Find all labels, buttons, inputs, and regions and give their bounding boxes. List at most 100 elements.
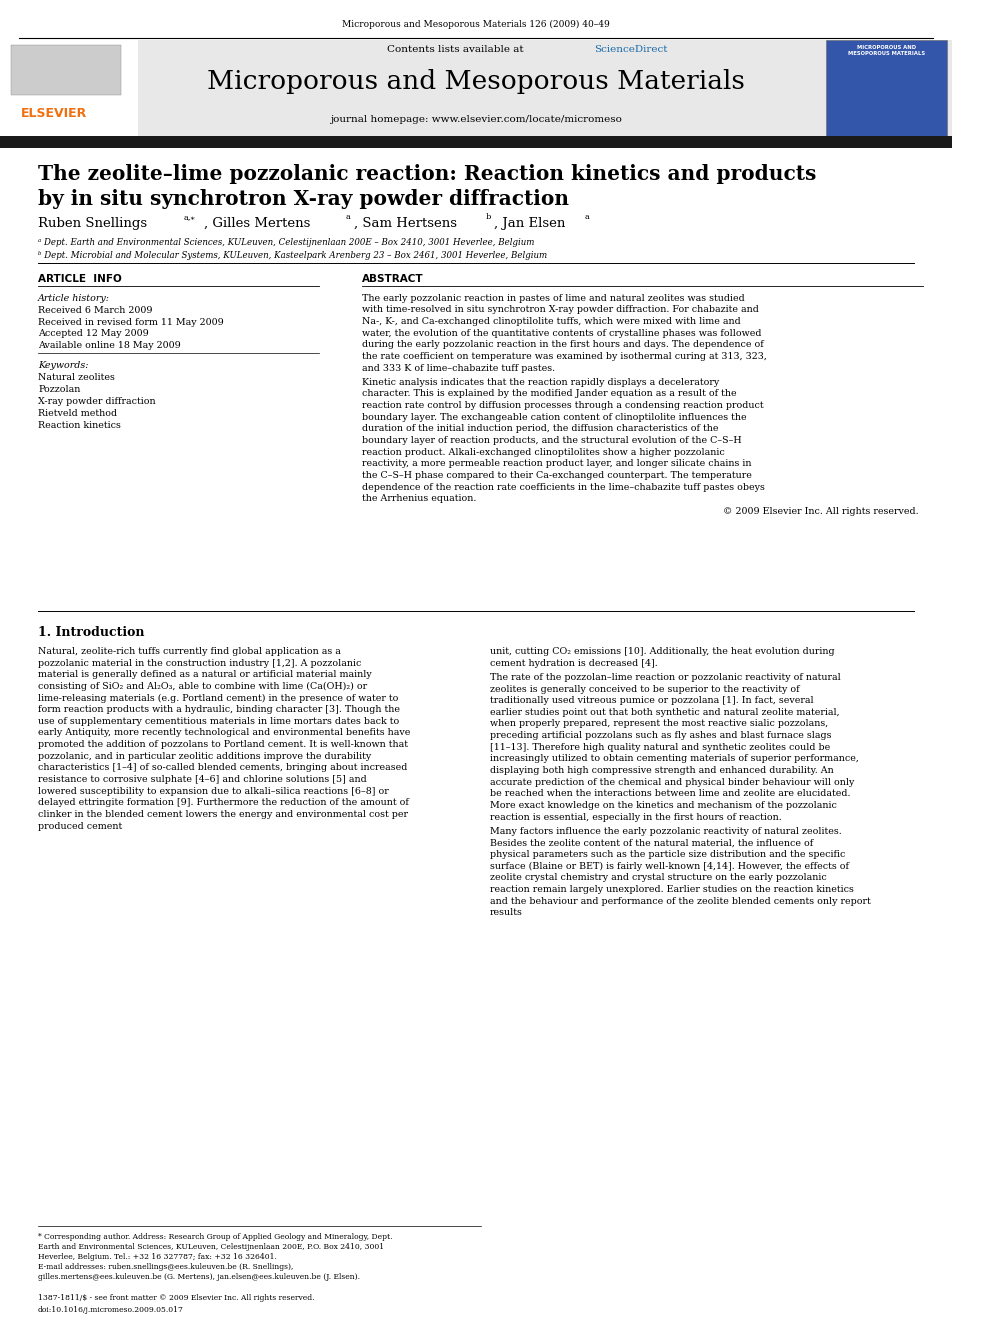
Bar (826, 40, 947, 136)
Text: Heverlee, Belgium. Tel.: +32 16 327787; fax: +32 16 326401.: Heverlee, Belgium. Tel.: +32 16 327787; … (38, 1253, 277, 1261)
Text: doi:10.1016/j.micromeso.2009.05.017: doi:10.1016/j.micromeso.2009.05.017 (38, 1306, 184, 1314)
Bar (0, 40, 951, 139)
Text: The rate of the pozzolan–lime reaction or pozzolanic reactivity of natural: The rate of the pozzolan–lime reaction o… (490, 673, 841, 681)
Text: Received 6 March 2009: Received 6 March 2009 (38, 306, 153, 315)
Text: Kinetic analysis indicates that the reaction rapidly displays a deceleratory: Kinetic analysis indicates that the reac… (362, 378, 719, 386)
Text: zeolites is generally conceived to be superior to the reactivity of: zeolites is generally conceived to be su… (490, 684, 800, 693)
Text: pozzolanic material in the construction industry [1,2]. A pozzolanic: pozzolanic material in the construction … (38, 659, 361, 668)
Text: boundary layer of reaction products, and the structural evolution of the C–S–H: boundary layer of reaction products, and… (362, 437, 741, 445)
Text: Microporous and Mesoporous Materials 126 (2009) 40–49: Microporous and Mesoporous Materials 126… (342, 20, 610, 29)
Text: pozzolanic, and in particular zeolitic additions improve the durability: pozzolanic, and in particular zeolitic a… (38, 751, 371, 761)
Text: when properly prepared, represent the most reactive sialic pozzolans,: when properly prepared, represent the mo… (490, 720, 828, 729)
Text: Earth and Environmental Sciences, KULeuven, Celestijnenlaan 200E, P.O. Box 2410,: Earth and Environmental Sciences, KULeuv… (38, 1244, 384, 1252)
Text: duration of the initial induction period, the diffusion characteristics of the: duration of the initial induction period… (362, 425, 718, 434)
Text: and 333 K of lime–chabazite tuff pastes.: and 333 K of lime–chabazite tuff pastes. (362, 364, 555, 373)
Bar (0, 136, 951, 148)
Text: reaction rate control by diffusion processes through a condensing reaction produ: reaction rate control by diffusion proce… (362, 401, 763, 410)
Text: Microporous and Mesoporous Materials: Microporous and Mesoporous Materials (207, 69, 745, 94)
Text: be reached when the interactions between lime and zeolite are elucidated.: be reached when the interactions between… (490, 790, 850, 798)
Text: preceding artificial pozzolans such as fly ashes and blast furnace slags: preceding artificial pozzolans such as f… (490, 732, 831, 740)
Text: X-ray powder diffraction: X-ray powder diffraction (38, 397, 156, 406)
Text: Article history:: Article history: (38, 294, 110, 303)
Text: unit, cutting CO₂ emissions [10]. Additionally, the heat evolution during: unit, cutting CO₂ emissions [10]. Additi… (490, 647, 834, 656)
Text: Keywords:: Keywords: (38, 361, 88, 370)
Text: traditionally used vitreous pumice or pozzolana [1]. In fact, several: traditionally used vitreous pumice or po… (490, 696, 813, 705)
Text: * Corresponding author. Address: Research Group of Applied Geology and Mineralog: * Corresponding author. Address: Researc… (38, 1233, 393, 1241)
Text: Contents lists available at: Contents lists available at (387, 45, 527, 54)
Text: ABSTRACT: ABSTRACT (362, 274, 424, 284)
Text: , Gilles Mertens: , Gilles Mertens (203, 217, 310, 230)
Text: displaying both high compressive strength and enhanced durability. An: displaying both high compressive strengt… (490, 766, 834, 775)
Text: gilles.mertens@ees.kuleuven.be (G. Mertens), jan.elsen@ees.kuleuven.be (J. Elsen: gilles.mertens@ees.kuleuven.be (G. Merte… (38, 1273, 360, 1281)
Text: Na-, K-, and Ca-exchanged clinoptilolite tuffs, which were mixed with lime and: Na-, K-, and Ca-exchanged clinoptilolite… (362, 318, 740, 325)
Text: use of supplementary cementitious materials in lime mortars dates back to: use of supplementary cementitious materi… (38, 717, 400, 726)
Text: lowered susceptibility to expansion due to alkali–silica reactions [6–8] or: lowered susceptibility to expansion due … (38, 787, 389, 795)
Text: during the early pozzolanic reaction in the first hours and days. The dependence: during the early pozzolanic reaction in … (362, 340, 764, 349)
Text: the C–S–H phase compared to their Ca-exchanged counterpart. The temperature: the C–S–H phase compared to their Ca-exc… (362, 471, 752, 480)
Text: the Arrhenius equation.: the Arrhenius equation. (362, 495, 476, 503)
Text: Many factors influence the early pozzolanic reactivity of natural zeolites.: Many factors influence the early pozzola… (490, 827, 842, 836)
Text: Natural, zeolite-rich tuffs currently find global application as a: Natural, zeolite-rich tuffs currently fi… (38, 647, 341, 656)
Text: reactivity, a more permeable reaction product layer, and longer silicate chains : reactivity, a more permeable reaction pr… (362, 459, 751, 468)
Text: and the behaviour and performance of the zeolite blended cements only report: and the behaviour and performance of the… (490, 897, 871, 906)
Text: Natural zeolites: Natural zeolites (38, 373, 115, 382)
Text: Besides the zeolite content of the natural material, the influence of: Besides the zeolite content of the natur… (490, 839, 813, 848)
Text: Available online 18 May 2009: Available online 18 May 2009 (38, 341, 181, 351)
Text: characteristics [1–4] of so-called blended cements, bringing about increased: characteristics [1–4] of so-called blend… (38, 763, 408, 773)
Text: ᵇ Dept. Microbial and Molecular Systems, KULeuven, Kasteelpark Arenberg 23 – Box: ᵇ Dept. Microbial and Molecular Systems,… (38, 251, 548, 261)
Text: reaction product. Alkali-exchanged clinoptilolites show a higher pozzolanic: reaction product. Alkali-exchanged clino… (362, 447, 724, 456)
Text: More exact knowledge on the kinetics and mechanism of the pozzolanic: More exact knowledge on the kinetics and… (490, 800, 837, 810)
Text: consisting of SiO₂ and Al₂O₃, able to combine with lime (Ca(OH)₂) or: consisting of SiO₂ and Al₂O₃, able to co… (38, 681, 367, 691)
Text: Received in revised form 11 May 2009: Received in revised form 11 May 2009 (38, 318, 224, 327)
Text: with time-resolved in situ synchrotron X-ray powder diffraction. For chabazite a: with time-resolved in situ synchrotron X… (362, 306, 759, 315)
Text: produced cement: produced cement (38, 822, 122, 831)
Text: lime-releasing materials (e.g. Portland cement) in the presence of water to: lime-releasing materials (e.g. Portland … (38, 693, 399, 703)
Text: © 2009 Elsevier Inc. All rights reserved.: © 2009 Elsevier Inc. All rights reserved… (723, 507, 919, 516)
Text: reaction remain largely unexplored. Earlier studies on the reaction kinetics: reaction remain largely unexplored. Earl… (490, 885, 854, 894)
Text: zeolite crystal chemistry and crystal structure on the early pozzolanic: zeolite crystal chemistry and crystal st… (490, 873, 827, 882)
Text: surface (Blaine or BET) is fairly well-known [4,14]. However, the effects of: surface (Blaine or BET) is fairly well-k… (490, 861, 849, 871)
Text: The early pozzolanic reaction in pastes of lime and natural zeolites was studied: The early pozzolanic reaction in pastes … (362, 294, 744, 303)
Text: a,⁎: a,⁎ (184, 213, 195, 221)
Bar (0, 40, 138, 139)
Text: results: results (490, 909, 523, 917)
Text: dependence of the reaction rate coefficients in the lime–chabazite tuff pastes o: dependence of the reaction rate coeffici… (362, 483, 765, 492)
Text: Pozzolan: Pozzolan (38, 385, 80, 394)
Text: resistance to corrosive sulphate [4–6] and chlorine solutions [5] and: resistance to corrosive sulphate [4–6] a… (38, 775, 367, 785)
Text: boundary layer. The exchangeable cation content of clinoptilolite influences the: boundary layer. The exchangeable cation … (362, 413, 746, 422)
Bar (12, 45, 121, 95)
Text: early Antiquity, more recently technological and environmental benefits have: early Antiquity, more recently technolog… (38, 729, 411, 737)
Text: Ruben Snellings: Ruben Snellings (38, 217, 147, 230)
Text: increasingly utilized to obtain cementing materials of superior performance,: increasingly utilized to obtain cementin… (490, 754, 859, 763)
Text: 1387-1811/$ - see front matter © 2009 Elsevier Inc. All rights reserved.: 1387-1811/$ - see front matter © 2009 El… (38, 1294, 314, 1302)
Text: MICROPOROUS AND
MESOPOROUS MATERIALS: MICROPOROUS AND MESOPOROUS MATERIALS (848, 45, 926, 56)
Text: promoted the addition of pozzolans to Portland cement. It is well-known that: promoted the addition of pozzolans to Po… (38, 740, 408, 749)
Text: form reaction products with a hydraulic, binding character [3]. Though the: form reaction products with a hydraulic,… (38, 705, 400, 714)
Text: [11–13]. Therefore high quality natural and synthetic zeolites could be: [11–13]. Therefore high quality natural … (490, 742, 830, 751)
Text: E-mail addresses: ruben.snellings@ees.kuleuven.be (R. Snellings),: E-mail addresses: ruben.snellings@ees.ku… (38, 1262, 294, 1271)
Text: a: a (584, 213, 589, 221)
Text: Accepted 12 May 2009: Accepted 12 May 2009 (38, 329, 149, 339)
Text: accurate prediction of the chemical and physical binder behaviour will only: accurate prediction of the chemical and … (490, 778, 854, 787)
Text: b: b (485, 213, 491, 221)
Text: cement hydration is decreased [4].: cement hydration is decreased [4]. (490, 659, 658, 668)
Text: reaction is essential, especially in the first hours of reaction.: reaction is essential, especially in the… (490, 812, 782, 822)
Text: ARTICLE  INFO: ARTICLE INFO (38, 274, 122, 284)
Text: water, the evolution of the quantitative contents of crystalline phases was foll: water, the evolution of the quantitative… (362, 328, 761, 337)
Text: a: a (345, 213, 350, 221)
Text: by in situ synchrotron X-ray powder diffraction: by in situ synchrotron X-ray powder diff… (38, 189, 569, 209)
Text: Reaction kinetics: Reaction kinetics (38, 421, 121, 430)
Text: material is generally defined as a natural or artificial material mainly: material is generally defined as a natur… (38, 671, 372, 679)
Text: The zeolite–lime pozzolanic reaction: Reaction kinetics and products: The zeolite–lime pozzolanic reaction: Re… (38, 164, 816, 184)
Text: ELSEVIER: ELSEVIER (21, 107, 87, 120)
Text: clinker in the blended cement lowers the energy and environmental cost per: clinker in the blended cement lowers the… (38, 810, 408, 819)
Text: earlier studies point out that both synthetic and natural zeolite material,: earlier studies point out that both synt… (490, 708, 840, 717)
Text: physical parameters such as the particle size distribution and the specific: physical parameters such as the particle… (490, 851, 845, 859)
Text: Rietveld method: Rietveld method (38, 409, 117, 418)
Text: ᵃ Dept. Earth and Environmental Sciences, KULeuven, Celestijnenlaan 200E – Box 2: ᵃ Dept. Earth and Environmental Sciences… (38, 238, 535, 247)
Text: the rate coefficient on temperature was examined by isothermal curing at 313, 32: the rate coefficient on temperature was … (362, 352, 767, 361)
Text: delayed ettringite formation [9]. Furthermore the reduction of the amount of: delayed ettringite formation [9]. Furthe… (38, 798, 409, 807)
Text: ScienceDirect: ScienceDirect (594, 45, 668, 54)
Text: journal homepage: www.elsevier.com/locate/micromeso: journal homepage: www.elsevier.com/locat… (330, 115, 622, 124)
Text: 1. Introduction: 1. Introduction (38, 626, 145, 639)
